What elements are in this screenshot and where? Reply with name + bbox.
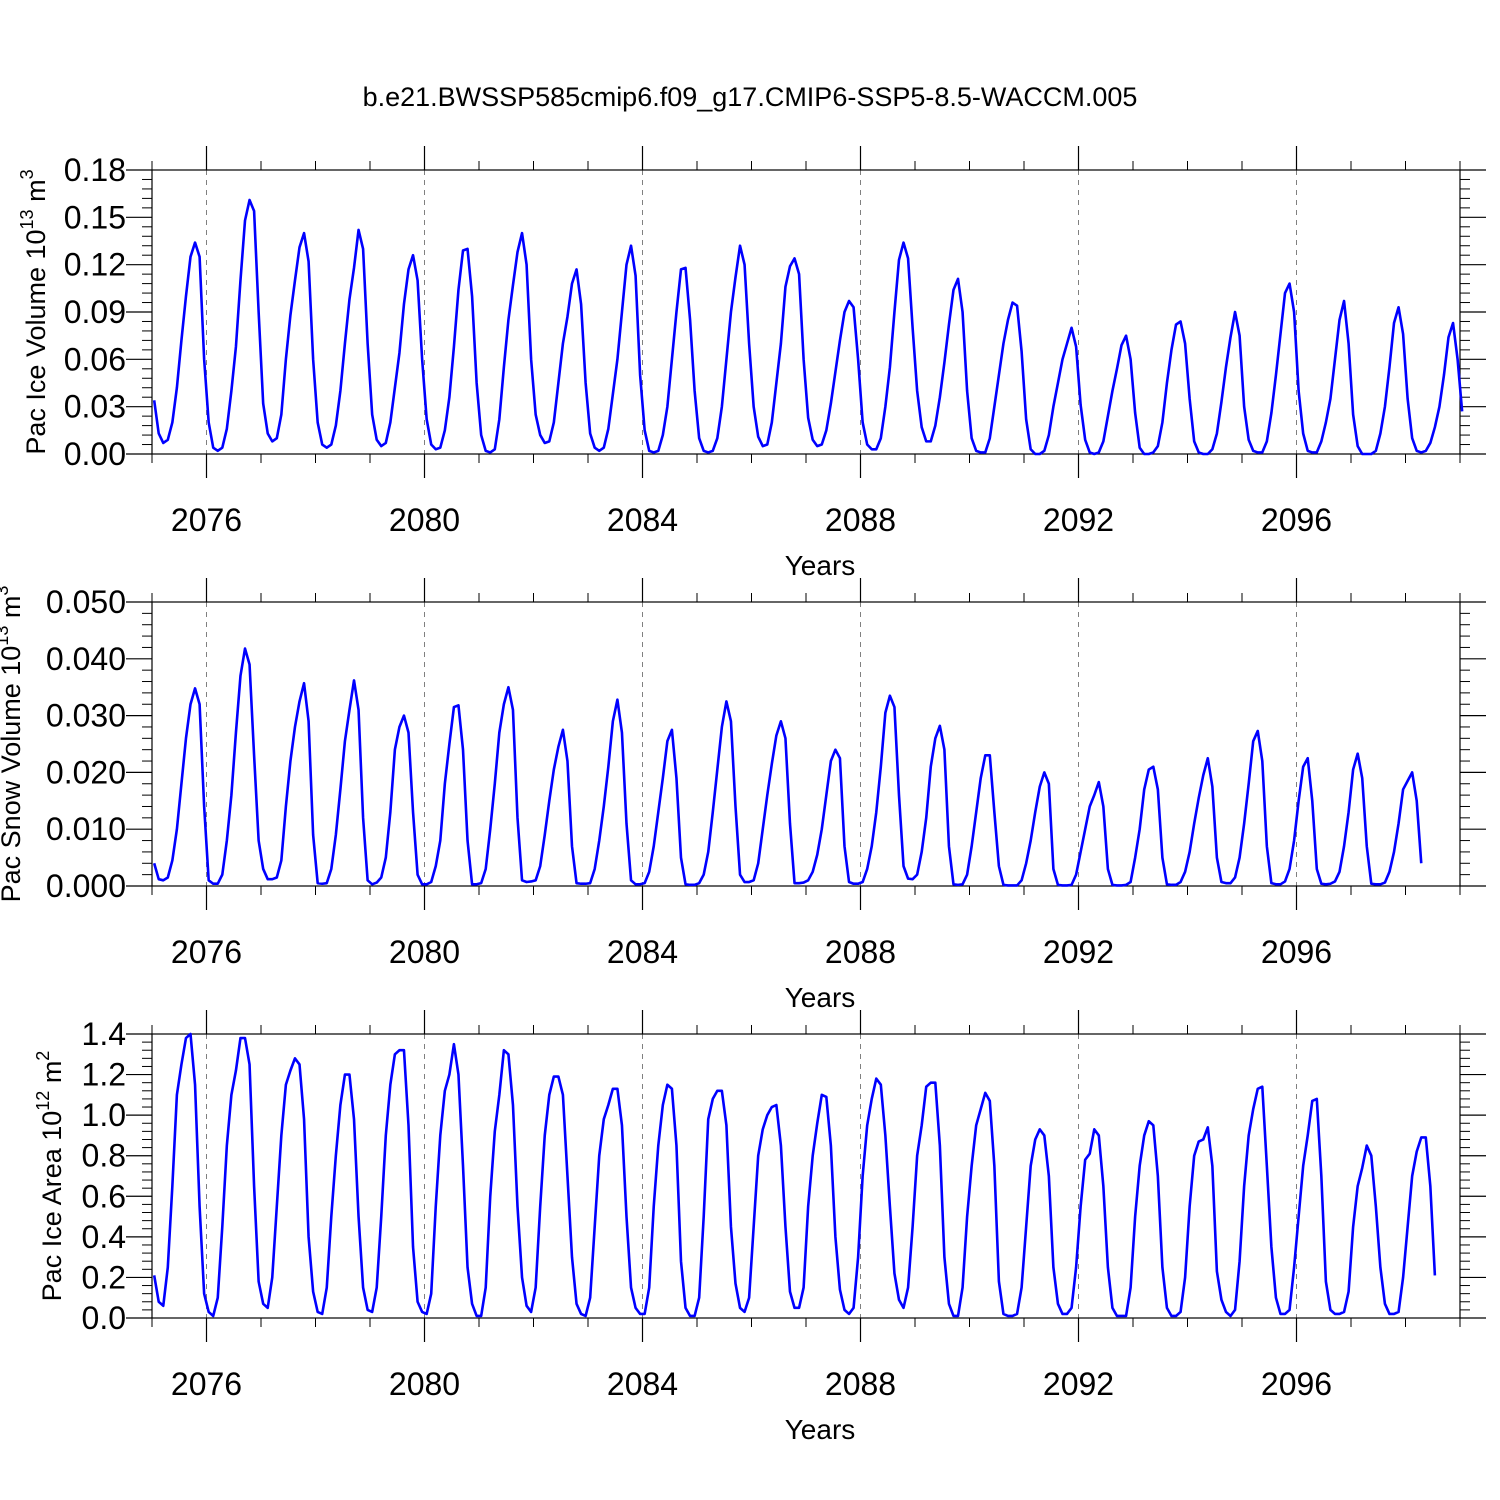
y-tick-label: 0.15 [64,199,126,235]
panels-group: 2076 2080 2084 2088 2092 2096Years0.000.030.0… [0,146,1486,1445]
y-tick-label: 0.12 [64,247,126,283]
y-label-superscript: 12 [33,1091,53,1111]
plot-frame [151,601,1461,887]
y-tick-label: 0.4 [82,1219,126,1255]
y-label-text: m [21,179,51,209]
data-series-line [152,1032,1437,1318]
y-label-text: m [0,596,26,626]
x-axis-label: Years [785,550,856,581]
x-tick-label: 2088 [825,934,896,970]
x-tick-label: 2084 [607,934,678,970]
y-label-superscript: 3 [0,586,12,596]
y-label-text: Pac Ice Volume 10 [21,229,51,454]
x-tick-label: 2096 [1261,1366,1332,1402]
y-tick-label: 0.040 [46,641,126,677]
x-tick-label: 2076 [171,502,242,538]
x-tick-label: 2084 [607,1366,678,1402]
y-axis-label: Pac Ice Volume 1013 m3 [17,169,51,454]
x-tick-label: 2080 [389,1366,460,1402]
x-tick-label: 2076 [171,934,242,970]
y-tick-label: 0.09 [64,294,126,330]
y-tick-label: 0.050 [46,584,126,620]
plot-frame [151,1033,1461,1319]
y-tick-label: 0.6 [82,1178,126,1214]
y-tick-label: 0.010 [46,811,126,847]
x-tick-label: 2088 [825,1366,896,1402]
x-tick-label: 2080 [389,502,460,538]
chart-panel-1: 2076 2080 2084 2088 2092 2096 Years 0.00 0.03 0.0… [17,146,1486,581]
x-tick-label: 2092 [1043,1366,1114,1402]
x-tick-label: 2076 [171,1366,242,1402]
chart-panel-2: 2076 2080 2084 2088 2092 2096 Years 0.000 0.010 0… [0,578,1486,1013]
x-tick-label: 2092 [1043,502,1114,538]
y-tick-label: 1.4 [82,1016,126,1052]
x-axis-label: Years [785,982,856,1013]
y-label-superscript: 13 [17,209,37,229]
y-label-text: Pac Snow Volume 10 [0,646,26,903]
y-tick-label: 0.06 [64,341,126,377]
figure-title: b.e21.BWSSP585cmip6.f09_g17.CMIP6-SSP5-8… [363,82,1138,112]
y-tick-label: 0.020 [46,754,126,790]
y-tick-label: 0.030 [46,698,126,734]
x-axis-label: Years [785,1414,856,1445]
x-tick-label: 2096 [1261,502,1332,538]
y-tick-label: 0.8 [82,1138,126,1174]
y-tick-label: 0.2 [82,1259,126,1295]
y-tick-label: 1.2 [82,1057,126,1093]
data-series-line [152,198,1464,456]
y-label-superscript: 13 [0,626,12,646]
y-axis-label: Pac Ice Area 1012 m2 [33,1051,67,1302]
x-tick-label: 2084 [607,502,678,538]
y-label-text: Pac Ice Area 10 [37,1111,67,1302]
data-series-line [152,647,1423,887]
y-tick-label: 0.03 [64,389,126,425]
y-tick-label: 0.0 [82,1300,126,1336]
y-tick-label: 0.18 [64,152,126,188]
y-tick-label: 0.00 [64,436,126,472]
y-label-superscript: 3 [17,169,37,179]
y-label-text: m [37,1061,67,1091]
x-tick-label: 2080 [389,934,460,970]
y-tick-label: 0.000 [46,868,126,904]
y-tick-label: 1.0 [82,1097,126,1133]
x-tick-label: 2088 [825,502,896,538]
y-axis-label: Pac Snow Volume 1013 m3 [0,586,26,903]
y-label-superscript: 2 [33,1051,53,1061]
x-tick-label: 2092 [1043,934,1114,970]
chart-panel-3: 2076 2080 2084 2088 2092 2096 Years 0.0 0.2 0.4 0.… [33,1010,1486,1445]
x-tick-label: 2096 [1261,934,1332,970]
